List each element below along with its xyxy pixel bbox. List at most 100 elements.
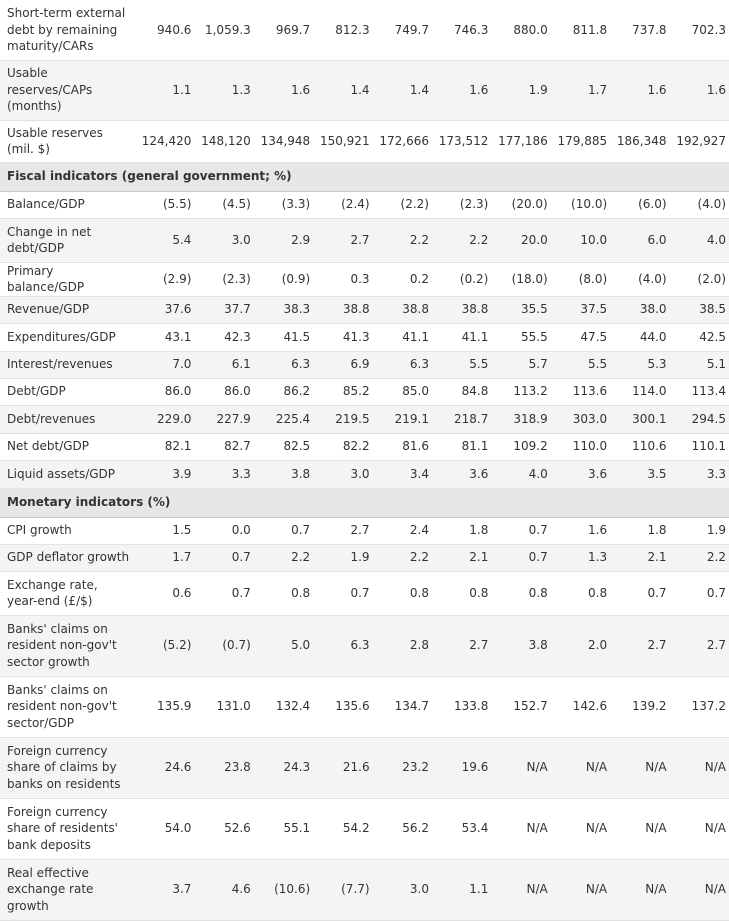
value-cell: 2.2 (409, 232, 429, 247)
value-cell: 24.6 (164, 760, 192, 775)
value-cell: N/A (526, 760, 548, 775)
value-cell: 294.5 (691, 411, 726, 426)
value-cell: 82.2 (342, 439, 370, 454)
value-cell: 0.8 (528, 585, 548, 600)
value-cell: (3.3) (281, 197, 311, 212)
value-cell: 41.3 (342, 329, 370, 344)
row-label: Balance/GDP (7, 197, 85, 212)
value-cell: (0.9) (281, 271, 311, 286)
value-cell: 1.9 (528, 82, 548, 97)
row-label: Expenditures/GDP (7, 329, 116, 344)
value-cell: 82.5 (283, 439, 311, 454)
value-cell: 1.6 (706, 82, 726, 97)
value-cell: (6.0) (638, 197, 667, 212)
value-cell: (2.9) (162, 271, 192, 286)
value-cell: (2.2) (400, 197, 429, 212)
value-cell: 0.8 (469, 585, 489, 600)
value-cell: N/A (704, 882, 726, 897)
table-row: Primary balance/GDP (2.9) (2.3) (0.9) 0.3 0.2… (0, 262, 729, 296)
section-header-row: Monetary indicators (%) (0, 488, 729, 517)
value-cell: 148,120 (201, 133, 251, 148)
value-cell: (10.6) (274, 882, 311, 897)
value-cell: 219.5 (335, 411, 370, 426)
value-cell: 2.9 (291, 232, 311, 247)
row-label: Exchange rate, year-end (£/$) (7, 577, 98, 609)
row-label: Real effective exchange rate growth (7, 865, 94, 913)
value-cell: 0.7 (291, 523, 311, 538)
value-cell: (4.5) (222, 197, 251, 212)
value-cell: N/A (585, 760, 608, 775)
value-cell: 2.1 (647, 550, 667, 565)
value-cell: 2.8 (409, 638, 429, 653)
value-cell: 1.8 (647, 523, 667, 538)
value-cell: 4.0 (706, 232, 726, 247)
value-cell: 5.1 (706, 357, 726, 372)
row-label: Primary balance/GDP (7, 263, 85, 295)
table-row: Banks' claims on resident non-gov't sect… (0, 676, 729, 737)
value-cell: 10.0 (580, 232, 608, 247)
value-cell: 23.8 (224, 760, 251, 775)
value-cell: 5.7 (528, 357, 548, 372)
value-cell: 152.7 (513, 699, 548, 714)
value-cell: 0.7 (231, 550, 251, 565)
value-cell: 173,512 (438, 133, 489, 148)
value-cell: 2.1 (469, 550, 489, 565)
table-row: CPI growth 1.5 0.0 0.7 2.7 2.4 1.8 0.7 1.6 1.8 1.9 (0, 517, 729, 544)
value-cell: 303.0 (572, 411, 608, 426)
value-cell: 55.5 (521, 329, 548, 344)
value-cell: (2.0) (697, 271, 726, 286)
value-cell: 56.2 (402, 821, 429, 836)
value-cell: 6.3 (350, 638, 370, 653)
value-cell: 86.2 (283, 384, 311, 399)
value-cell: 186,348 (616, 133, 667, 148)
value-cell: 124,420 (141, 133, 192, 148)
value-cell: 5.4 (172, 232, 192, 247)
section-title: Fiscal indicators (general government; %… (7, 169, 292, 184)
value-cell: 5.5 (469, 357, 489, 372)
value-cell: 6.3 (291, 357, 311, 372)
value-cell: 3.9 (172, 466, 192, 481)
row-label: Net debt/GDP (7, 439, 90, 454)
value-cell: 82.7 (224, 439, 251, 454)
table-row: Usable reserves (mil. $) 124,420 148,120 13… (0, 120, 729, 162)
value-cell: 811.8 (572, 22, 608, 37)
table-row: Real effective exchange rate growth 3.7 4.… (0, 859, 729, 920)
value-cell: 1.6 (291, 82, 311, 97)
value-cell: N/A (585, 882, 608, 897)
table-row: Foreign currency share of claims by bank… (0, 737, 729, 798)
value-cell: 2.7 (706, 638, 726, 653)
value-cell: 225.4 (275, 411, 311, 426)
value-cell: 110.6 (632, 439, 667, 454)
value-cell: 23.2 (402, 760, 429, 775)
value-cell: 55.1 (283, 821, 311, 836)
value-cell: 1.3 (588, 550, 608, 565)
value-cell: (4.0) (697, 197, 726, 212)
value-cell: 1.3 (231, 82, 251, 97)
row-label: Liquid assets/GDP (7, 466, 116, 481)
value-cell: 86.0 (164, 384, 192, 399)
value-cell: 133.8 (454, 699, 489, 714)
value-cell: 1.1 (469, 882, 489, 897)
value-cell: (18.0) (511, 271, 548, 286)
row-label: Foreign currency share of residents' ban… (7, 804, 118, 852)
value-cell: 746.3 (454, 22, 489, 37)
table-row: Debt/revenues 229.0 227.9 225.4 219.5 219.1 21… (0, 405, 729, 433)
value-cell: 1.9 (706, 523, 726, 538)
value-cell: 749.7 (394, 22, 429, 37)
value-cell: 229.0 (157, 411, 192, 426)
value-cell: 1.6 (469, 82, 489, 97)
row-label: Debt/GDP (7, 384, 66, 399)
row-label: Short-term external debt by remaining ma… (7, 6, 126, 53)
table-row: Foreign currency share of residents' ban… (0, 798, 729, 859)
table-row: Net debt/GDP 82.1 82.7 82.5 82.2 81.6 81.1 109.… (0, 433, 729, 460)
value-cell: 969.7 (275, 22, 311, 37)
value-cell: 52.6 (224, 821, 251, 836)
value-cell: 20.0 (521, 232, 548, 247)
value-cell: 86.0 (224, 384, 251, 399)
value-cell: 3.8 (291, 466, 311, 481)
value-cell: 21.6 (342, 760, 370, 775)
value-cell: (8.0) (578, 271, 608, 286)
value-cell: 24.3 (283, 760, 311, 775)
value-cell: 880.0 (513, 22, 548, 37)
value-cell: 0.7 (647, 585, 667, 600)
